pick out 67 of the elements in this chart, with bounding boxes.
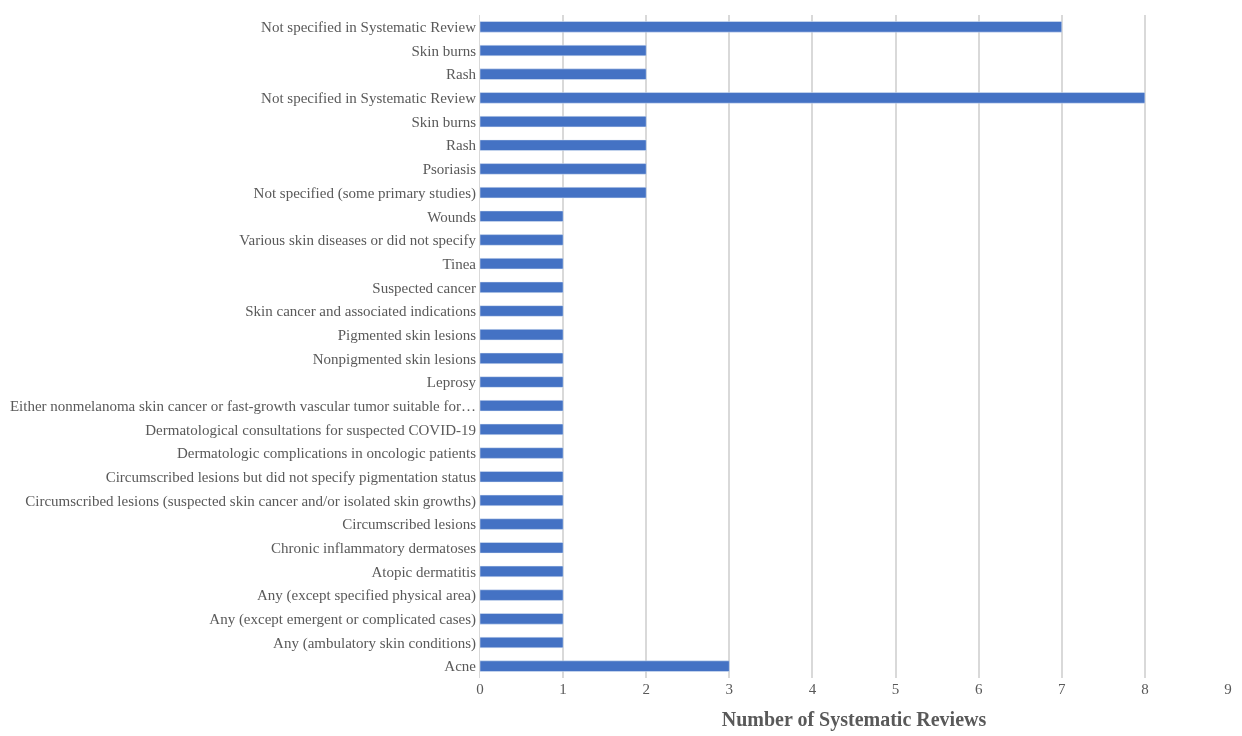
bar bbox=[480, 589, 564, 601]
bar bbox=[480, 163, 647, 175]
bar bbox=[480, 115, 647, 128]
y-tick-label: Suspected cancer bbox=[372, 279, 476, 296]
y-tick-label: Rash bbox=[446, 137, 477, 154]
y-tick-label: Not specified in Systematic Review bbox=[261, 90, 477, 107]
y-tick-label: Tinea bbox=[442, 255, 477, 272]
y-tick-label: Either nonmelanoma skin cancer or fast-growth vascular tumor suitable for… bbox=[9, 397, 476, 414]
x-tick-label: 3 bbox=[725, 681, 734, 697]
bar bbox=[480, 471, 564, 483]
bar bbox=[480, 258, 564, 270]
y-tick-label: Various skin diseases or did not specify bbox=[239, 232, 477, 249]
y-tick-label: Any (except emergent or complicated cases) bbox=[209, 611, 476, 629]
x-tick-label: 2 bbox=[642, 681, 650, 697]
x-tick-label: 7 bbox=[1058, 681, 1067, 697]
bar bbox=[480, 565, 564, 578]
y-tick-label: Leprosy bbox=[426, 374, 477, 391]
bar bbox=[480, 542, 564, 554]
y-tick-label: Circumscribed lesions but did not specify pigmentation status bbox=[105, 468, 477, 485]
y-tick-label: Nonpigmented skin lesions bbox=[312, 350, 477, 367]
bar bbox=[480, 352, 564, 364]
bar bbox=[480, 329, 564, 341]
y-tick-label: Skin burns bbox=[411, 113, 477, 130]
y-tick-label: Circumscribed lesions bbox=[342, 516, 477, 533]
bar bbox=[480, 92, 1146, 104]
bar bbox=[480, 376, 564, 388]
bar bbox=[480, 234, 564, 246]
y-tick-label: Psoriasis bbox=[422, 161, 477, 178]
y-tick-label: Skin cancer and associated indications bbox=[245, 303, 477, 320]
y-tick-label: Acne bbox=[444, 658, 477, 675]
bar bbox=[480, 139, 647, 151]
bar bbox=[480, 281, 564, 293]
x-tick-label: 8 bbox=[1141, 681, 1149, 697]
x-tick-label: 1 bbox=[559, 681, 567, 697]
y-tick-label: Not specified in Systematic Review bbox=[261, 19, 477, 36]
y-tick-label: Dermatological consultations for suspected COVID-19 bbox=[145, 421, 476, 438]
bar bbox=[480, 518, 564, 530]
bar bbox=[480, 44, 647, 57]
y-tick-label: Chronic inflammatory dermatoses bbox=[271, 540, 477, 557]
y-tick-label: Pigmented skin lesions bbox=[337, 326, 477, 343]
y-tick-label: Rash bbox=[446, 66, 477, 83]
bar bbox=[480, 210, 564, 222]
y-tick-label: Atopic dermatitis bbox=[371, 563, 477, 580]
y-tick-label: Not specified (some primary studies) bbox=[253, 184, 476, 202]
y-tick-label: Circumscribed lesions (suspected skin cancer and/or isolated skin growths) bbox=[25, 492, 476, 510]
x-tick-label: 5 bbox=[891, 681, 900, 697]
bar bbox=[480, 187, 647, 199]
y-tick-label: Any (ambulatory skin conditions) bbox=[273, 634, 476, 652]
x-tick-label: 6 bbox=[974, 681, 983, 697]
bar bbox=[480, 660, 730, 672]
x-tick-label: 0 bbox=[476, 681, 484, 697]
y-tick-label: Dermatologic complications in oncologic patients bbox=[176, 445, 477, 462]
bar bbox=[480, 21, 1063, 33]
bar bbox=[480, 400, 564, 412]
y-tick-label: Skin burns bbox=[411, 42, 477, 59]
x-tick-label: 9 bbox=[1224, 681, 1232, 697]
bar bbox=[480, 494, 564, 506]
bar bbox=[480, 68, 647, 80]
y-tick-label: Wounds bbox=[427, 208, 477, 225]
bar bbox=[480, 636, 564, 649]
bar bbox=[480, 447, 564, 459]
bar bbox=[480, 613, 564, 625]
bar bbox=[480, 423, 564, 435]
x-tick-label: 4 bbox=[808, 681, 817, 697]
bar bbox=[480, 305, 564, 317]
y-tick-label: Any (except specified physical area) bbox=[256, 587, 476, 605]
x-axis-title: Number of Systematic Reviews bbox=[721, 707, 987, 731]
